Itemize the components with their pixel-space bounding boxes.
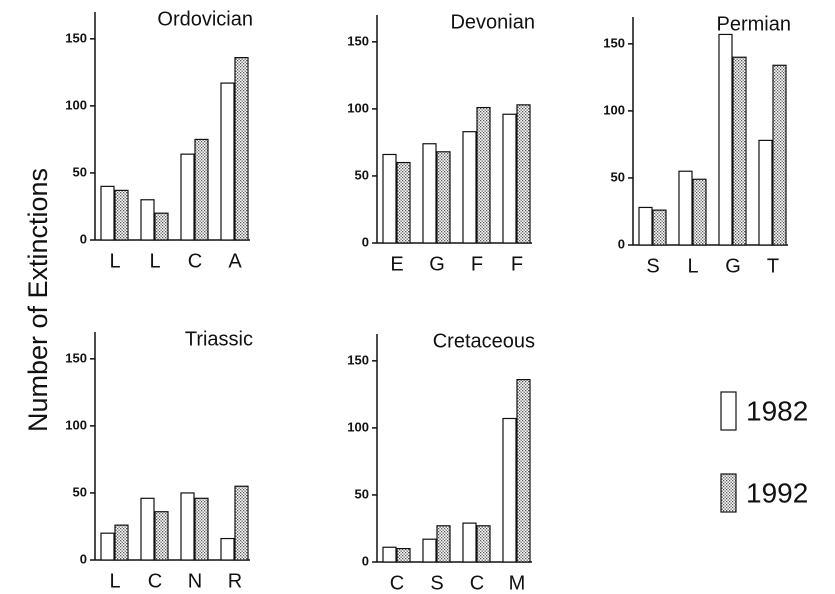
y-tick-label: 0 (80, 231, 87, 246)
bar (692, 178, 707, 246)
y-tick-label: 0 (80, 551, 87, 566)
bar (422, 143, 437, 244)
bar (516, 104, 531, 244)
y-tick-label: 150 (65, 350, 87, 365)
bar (732, 56, 747, 246)
bar (220, 82, 235, 241)
y-tick-label: 50 (73, 484, 87, 499)
bar (194, 138, 209, 241)
bar (396, 547, 411, 563)
x-tick-label: M (509, 572, 526, 594)
bar (140, 199, 155, 241)
y-tick-label: 50 (73, 164, 87, 179)
bar (382, 546, 397, 563)
x-tick-label: G (429, 253, 445, 275)
bar (114, 524, 129, 561)
y-tick-label: 100 (65, 417, 87, 432)
x-tick-label: L (687, 255, 698, 277)
x-tick-label: F (471, 253, 483, 275)
bar (462, 131, 477, 244)
y-tick-label: 0 (618, 236, 625, 251)
x-tick-label: F (511, 253, 523, 275)
panel-title: Cretaceous (433, 330, 535, 352)
bar (516, 379, 531, 563)
y-axis-label: Number of Extinctions (23, 168, 53, 432)
x-tick-label: G (725, 255, 741, 277)
y-tick-label: 0 (362, 553, 369, 568)
bar (180, 153, 195, 241)
y-tick-label: 100 (65, 97, 87, 112)
y-tick-label: 50 (355, 486, 369, 501)
bar (476, 106, 491, 244)
bar (772, 64, 787, 246)
y-tick-label: 100 (603, 102, 625, 117)
panel-title: Ordovician (157, 8, 253, 30)
bar (502, 113, 517, 244)
bar (436, 151, 451, 244)
x-tick-label: C (148, 570, 162, 592)
x-tick-label: L (109, 570, 120, 592)
bar (476, 525, 491, 563)
y-tick-label: 150 (65, 30, 87, 45)
bar (718, 33, 733, 246)
panel-title: Triassic (185, 328, 253, 350)
x-tick-label: A (228, 250, 242, 272)
x-tick-label: C (390, 572, 404, 594)
bar (140, 497, 155, 561)
bar (638, 206, 653, 246)
panel-title: Permian (717, 13, 791, 35)
x-tick-label: S (430, 572, 443, 594)
bar (114, 189, 129, 241)
y-tick-label: 150 (347, 352, 369, 367)
bar (502, 417, 517, 563)
bar (194, 497, 209, 561)
y-tick-label: 50 (355, 167, 369, 182)
x-tick-label: E (390, 253, 403, 275)
x-tick-label: L (109, 250, 120, 272)
bar (180, 492, 195, 561)
bar (758, 139, 773, 246)
bar (436, 525, 451, 563)
bar (234, 485, 249, 561)
y-tick-label: 150 (603, 35, 625, 50)
y-tick-label: 100 (347, 100, 369, 115)
x-tick-label: C (470, 572, 484, 594)
x-tick-label: T (767, 255, 779, 277)
bar (220, 537, 235, 561)
x-tick-label: S (646, 255, 659, 277)
legend-label: 1982 (746, 395, 808, 426)
bar (678, 170, 693, 246)
bar (234, 56, 249, 241)
x-tick-label: L (149, 250, 160, 272)
bar (154, 212, 169, 241)
y-tick-label: 100 (347, 419, 369, 434)
bar (462, 522, 477, 563)
x-tick-label: N (188, 570, 202, 592)
bar (100, 185, 115, 241)
y-tick-label: 150 (347, 33, 369, 48)
bar (382, 153, 397, 244)
y-tick-label: 50 (611, 169, 625, 184)
legend-swatch (720, 391, 737, 431)
bar (154, 511, 169, 561)
bar (396, 161, 411, 244)
x-tick-label: C (188, 250, 202, 272)
y-tick-label: 0 (362, 234, 369, 249)
bar (422, 538, 437, 563)
x-tick-label: R (228, 570, 242, 592)
legend-swatch (720, 473, 737, 513)
bar (100, 532, 115, 561)
bar (652, 209, 667, 246)
panel-title: Devonian (450, 11, 535, 33)
legend-label: 1992 (746, 477, 808, 508)
